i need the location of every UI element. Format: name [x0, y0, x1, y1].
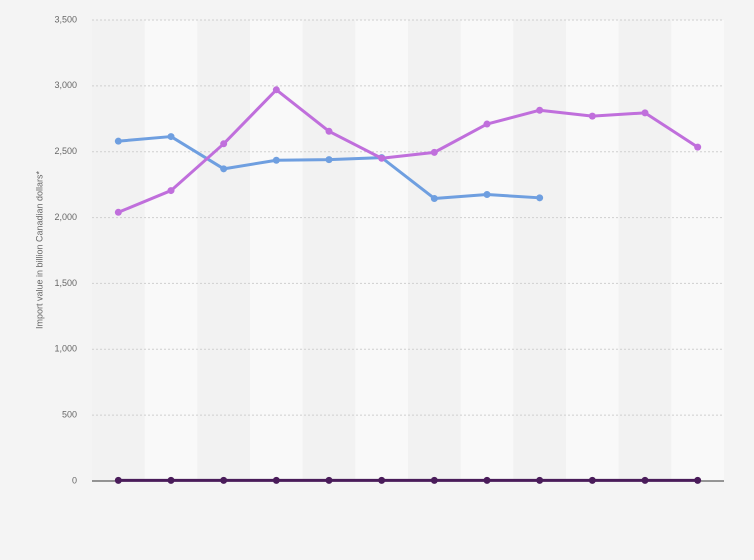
y-tick-label: 1,500	[54, 278, 77, 288]
column-band	[355, 20, 408, 481]
data-point	[641, 476, 649, 484]
data-point	[272, 156, 280, 164]
data-point	[378, 476, 386, 484]
data-point	[272, 476, 280, 484]
data-point	[378, 154, 386, 162]
data-point	[430, 476, 438, 484]
column-band	[302, 20, 356, 481]
data-point	[114, 476, 122, 484]
data-point	[114, 208, 122, 216]
y-tick-label: 1,000	[54, 344, 77, 354]
column-band	[460, 20, 514, 481]
y-tick-label: 2,500	[54, 146, 77, 156]
data-point	[483, 191, 491, 199]
column-band	[144, 20, 198, 481]
data-point	[694, 476, 702, 484]
data-point	[325, 476, 333, 484]
data-point	[694, 143, 702, 151]
data-point	[325, 127, 333, 135]
y-axis-label: Import value in billion Canadian dollars…	[34, 170, 44, 329]
data-point	[220, 476, 228, 484]
y-tick-label: 0	[72, 475, 77, 485]
data-point	[536, 106, 544, 114]
data-point	[536, 476, 544, 484]
data-point	[588, 476, 596, 484]
column-band	[618, 20, 672, 481]
y-tick-label: 3,500	[54, 14, 77, 24]
data-point	[641, 109, 649, 117]
data-point	[483, 120, 491, 128]
data-point	[167, 133, 175, 141]
y-tick-label: 3,000	[54, 80, 77, 90]
column-band	[408, 20, 461, 481]
data-point	[430, 194, 438, 202]
data-point	[167, 476, 175, 484]
y-tick-label: 500	[62, 410, 77, 420]
data-point	[114, 137, 122, 145]
data-point	[220, 140, 228, 148]
y-tick-label: 2,000	[54, 212, 77, 222]
column-band	[250, 20, 303, 481]
data-point	[220, 165, 228, 173]
data-point	[588, 112, 596, 120]
data-point	[325, 156, 333, 164]
data-point	[430, 148, 438, 156]
column-band	[513, 20, 566, 481]
column-band	[671, 20, 724, 481]
column-band	[197, 20, 250, 481]
data-point	[536, 194, 544, 202]
series-line	[117, 88, 699, 214]
column-band	[92, 20, 145, 481]
data-point	[483, 476, 491, 484]
data-point	[167, 187, 175, 195]
column-band	[566, 20, 619, 481]
data-point	[272, 86, 280, 94]
